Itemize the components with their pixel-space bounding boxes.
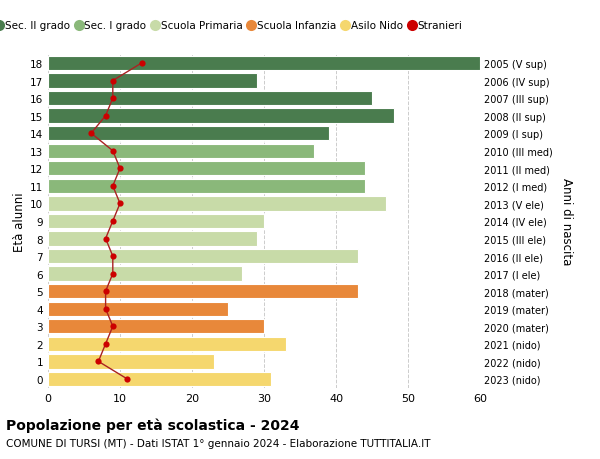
- Text: Popolazione per età scolastica - 2024: Popolazione per età scolastica - 2024: [6, 418, 299, 432]
- Bar: [48, 372, 271, 386]
- Bar: [48, 319, 264, 334]
- Point: [101, 341, 110, 348]
- Bar: [48, 302, 228, 316]
- Bar: [48, 267, 242, 281]
- Bar: [48, 354, 214, 369]
- Bar: [48, 337, 286, 351]
- Bar: [48, 214, 264, 229]
- Point: [122, 375, 132, 383]
- Point: [86, 130, 96, 138]
- Bar: [48, 232, 257, 246]
- Point: [115, 200, 125, 207]
- Point: [101, 305, 110, 313]
- Bar: [48, 249, 358, 263]
- Point: [115, 165, 125, 173]
- Point: [101, 113, 110, 120]
- Point: [108, 270, 118, 278]
- Bar: [48, 92, 372, 106]
- Point: [108, 78, 118, 85]
- Point: [108, 218, 118, 225]
- Bar: [48, 197, 386, 211]
- Point: [108, 148, 118, 155]
- Point: [94, 358, 103, 365]
- Point: [101, 288, 110, 295]
- Bar: [48, 74, 257, 89]
- Point: [101, 235, 110, 243]
- Y-axis label: Età alunni: Età alunni: [13, 192, 26, 251]
- Bar: [48, 56, 480, 71]
- Point: [108, 183, 118, 190]
- Bar: [48, 284, 358, 299]
- Bar: [48, 179, 365, 194]
- Bar: [48, 109, 394, 123]
- Bar: [48, 127, 329, 141]
- Point: [108, 323, 118, 330]
- Bar: [48, 162, 365, 176]
- Y-axis label: Anni di nascita: Anni di nascita: [560, 178, 573, 265]
- Point: [108, 95, 118, 102]
- Point: [137, 60, 146, 67]
- Text: COMUNE DI TURSI (MT) - Dati ISTAT 1° gennaio 2024 - Elaborazione TUTTITALIA.IT: COMUNE DI TURSI (MT) - Dati ISTAT 1° gen…: [6, 438, 431, 448]
- Bar: [48, 144, 314, 159]
- Point: [108, 253, 118, 260]
- Legend: Sec. II grado, Sec. I grado, Scuola Primaria, Scuola Infanzia, Asilo Nido, Stran: Sec. II grado, Sec. I grado, Scuola Prim…: [0, 17, 467, 35]
